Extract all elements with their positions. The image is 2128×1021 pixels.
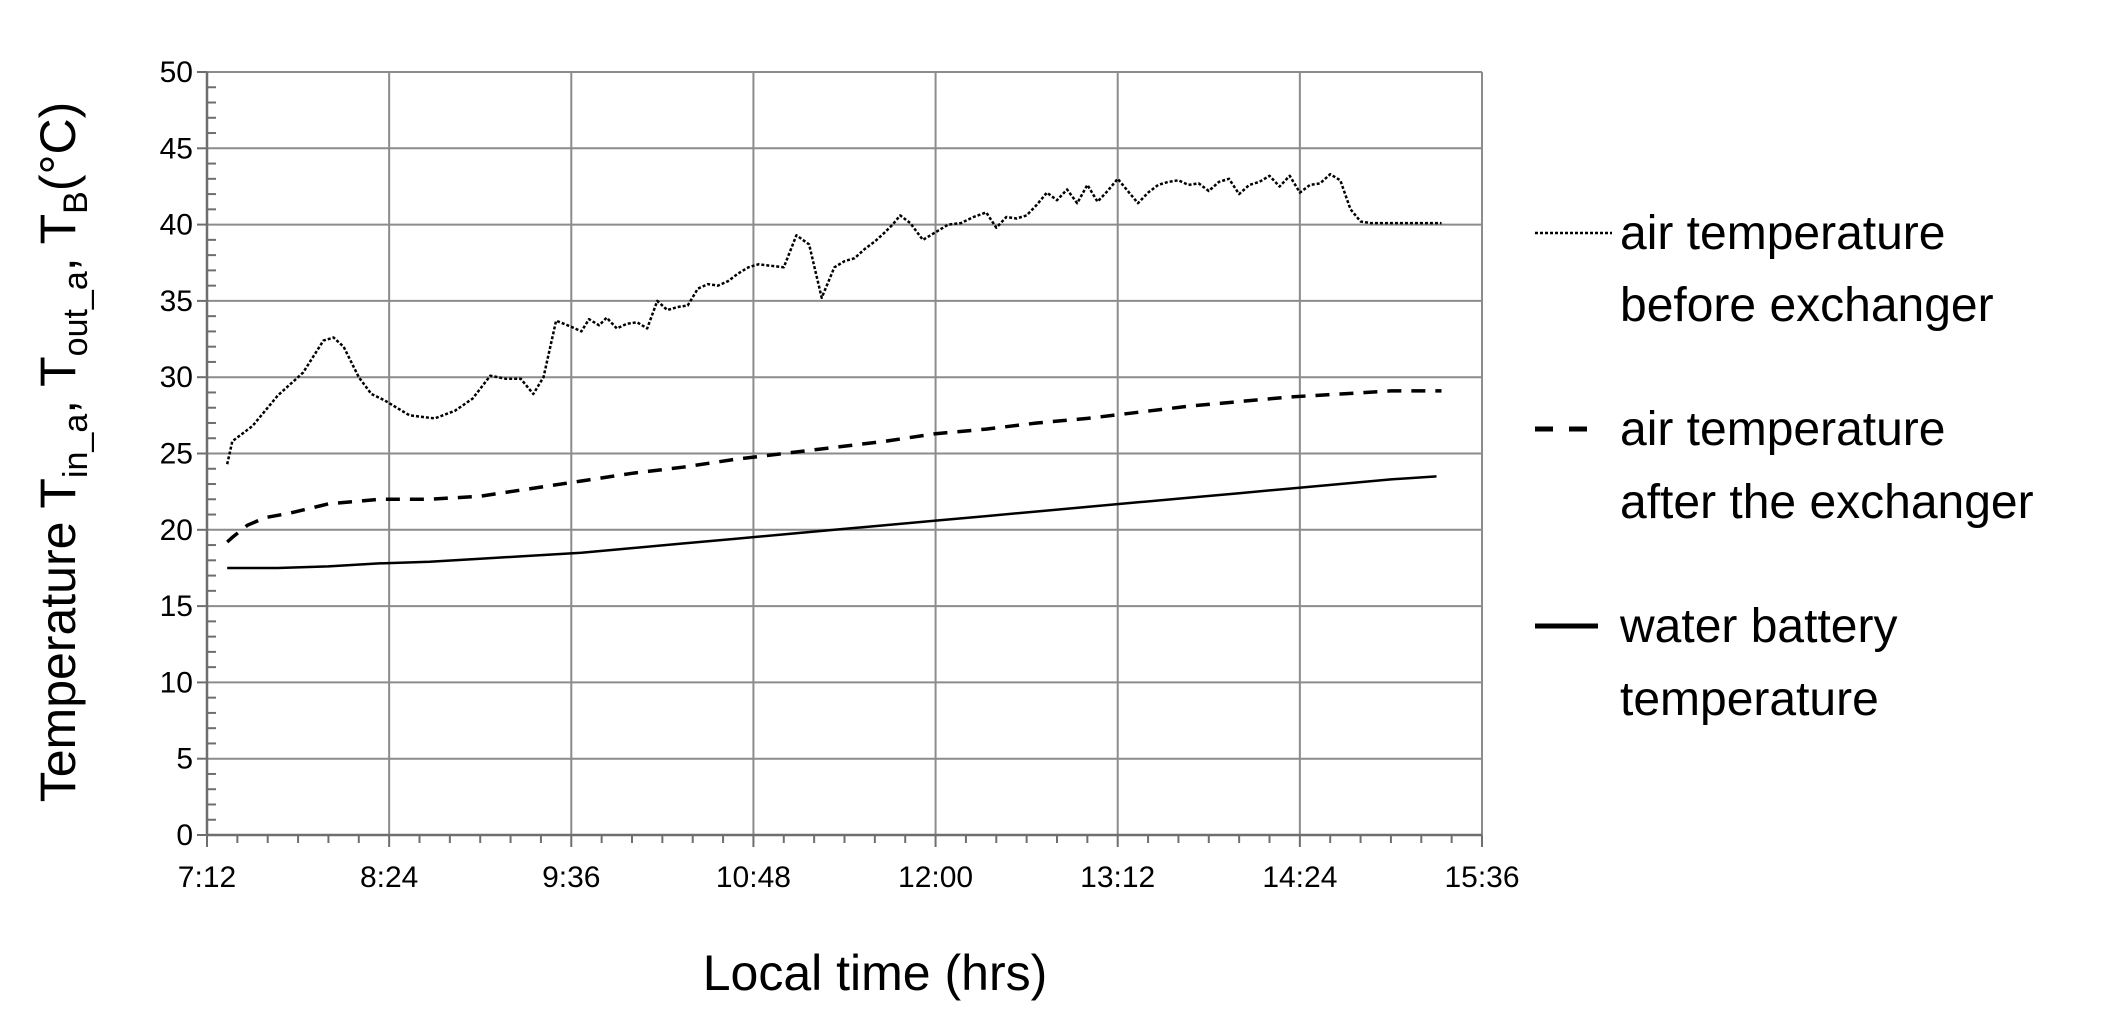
y-tick-label: 40	[160, 209, 193, 242]
series-line-1	[225, 172, 1442, 465]
tick-labels: 0 5 10 15 20 25 30 35 40 45 50 7:12 8:24 9:36 10:48 12:…	[160, 56, 1520, 894]
legend-entry-after-exchanger: air temperature after the exchanger	[1535, 403, 2034, 529]
x-tick-label: 13:12	[1080, 861, 1155, 894]
legend-label-after-exchanger-line1: air temperature	[1620, 403, 1945, 456]
tick-marks	[197, 71, 1483, 847]
legend-entry-water-battery: water battery temperature	[1535, 600, 1897, 726]
x-tick-label: 8:24	[360, 861, 418, 894]
y-axis-title: Temperature Tin_a, Tout_a, TB(°C)	[30, 102, 95, 803]
y-axis-title-sub3: B	[57, 191, 95, 214]
grid-lines	[207, 71, 1483, 835]
y-tick-label: 5	[176, 743, 193, 776]
legend-label-water-battery-line1: water battery	[1619, 600, 1897, 653]
x-axis-title: Local time (hrs)	[703, 945, 1048, 1001]
x-tick-label: 12:00	[898, 861, 973, 894]
y-tick-label: 0	[176, 819, 193, 852]
legend-label-before-exchanger-line2: before exchanger	[1620, 279, 1994, 332]
series-line-2	[226, 389, 1442, 544]
y-tick-label: 20	[160, 514, 193, 547]
y-axis-title-tail: (°C)	[30, 102, 86, 191]
y-tick-label: 50	[160, 56, 193, 89]
series-line-3	[227, 475, 1437, 570]
legend: air temperature before exchanger air tem…	[1535, 207, 2034, 726]
y-axis-title-sep1: , T	[30, 356, 86, 413]
y-axis-title-sub2: out_a	[57, 271, 95, 356]
y-tick-label: 30	[160, 361, 193, 394]
legend-label-after-exchanger-line2: after the exchanger	[1620, 476, 2034, 529]
y-axis-title-sep2: , T	[30, 214, 86, 271]
y-tick-label: 35	[160, 285, 193, 318]
x-tick-label: 15:36	[1444, 861, 1519, 894]
legend-entry-before-exchanger: air temperature before exchanger	[1535, 207, 1994, 332]
y-axis-title-main: Temperature T	[30, 478, 86, 802]
y-tick-label: 10	[160, 666, 193, 699]
x-tick-label: 9:36	[542, 861, 600, 894]
x-tick-label: 14:24	[1262, 861, 1337, 894]
y-tick-label: 15	[160, 590, 193, 623]
x-tick-label: 7:12	[178, 861, 236, 894]
y-axis-title-sub1: in_a	[57, 414, 95, 478]
series-lines	[225, 172, 1442, 570]
x-tick-label: 10:48	[716, 861, 791, 894]
y-tick-label: 45	[160, 132, 193, 165]
legend-label-water-battery-line2: temperature	[1620, 673, 1879, 726]
legend-label-before-exchanger-line1: air temperature	[1620, 207, 1945, 260]
y-tick-label: 25	[160, 438, 193, 471]
